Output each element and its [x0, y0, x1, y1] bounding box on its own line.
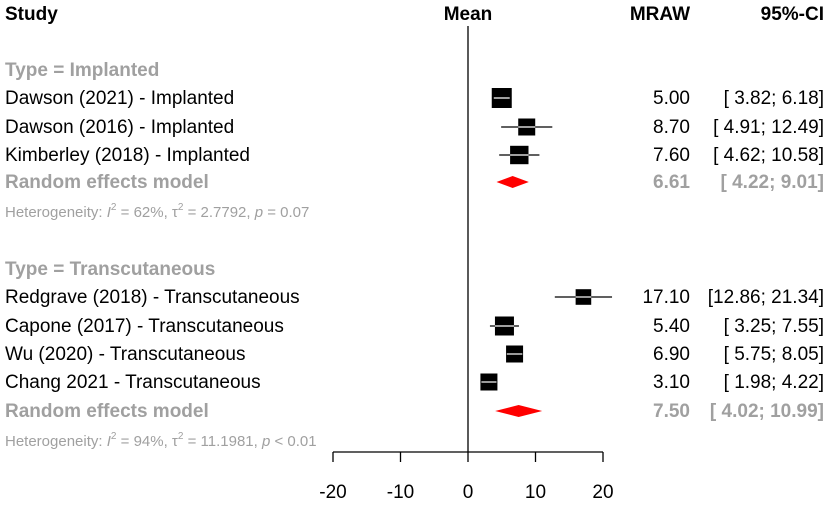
study-mraw: 3.10: [653, 372, 690, 393]
study-label: Dawson (2016) - Implanted: [5, 117, 234, 138]
het-p: p: [254, 204, 263, 221]
x-axis-tick-label: 20: [592, 482, 613, 503]
het-rest-b: = 11.1981,: [183, 433, 262, 450]
study-mraw: 5.00: [653, 88, 690, 109]
het-p: p: [261, 433, 270, 450]
het-rest-a: = 62%, τ: [116, 204, 177, 221]
het-rest-c: = 0.07: [263, 204, 309, 221]
x-axis-tick-label: -10: [387, 482, 414, 503]
study-ci: [ 1.98; 4.22]: [724, 372, 824, 393]
study-label: Dawson (2021) - Implanted: [5, 88, 234, 109]
random-effects-mraw: 7.50: [653, 401, 690, 422]
het-sup2: 2: [178, 202, 184, 213]
header-study: Study: [5, 4, 58, 25]
study-label: Capone (2017) - Transcutaneous: [5, 316, 284, 337]
random-effects-ci: [ 4.22; 9.01]: [721, 172, 825, 193]
random-effects-label: Random effects model: [5, 172, 209, 193]
study-ci: [ 4.91; 12.49]: [713, 117, 824, 138]
het-rest-a: = 94%, τ: [116, 433, 177, 450]
het-prefix: Heterogeneity:: [5, 204, 107, 221]
het-sup: 2: [111, 431, 117, 442]
heterogeneity-text: Heterogeneity: I2 = 94%, τ2 = 11.1981, p…: [5, 431, 317, 450]
study-label: Chang 2021 - Transcutaneous: [5, 372, 261, 393]
heterogeneity-text: Heterogeneity: I2 = 62%, τ2 = 2.7792, p …: [5, 202, 309, 221]
header-ci: 95%-CI: [761, 4, 824, 25]
study-mraw: 8.70: [653, 117, 690, 138]
study-mraw: 17.10: [642, 287, 690, 308]
random-effects-label: Random effects model: [5, 401, 209, 422]
het-sup2: 2: [178, 431, 184, 442]
het-sup: 2: [111, 202, 117, 213]
het-i: I: [107, 433, 111, 450]
x-axis-tick-label: 0: [463, 482, 474, 503]
study-ci: [ 3.82; 6.18]: [724, 88, 824, 109]
study-label: Kimberley (2018) - Implanted: [5, 145, 250, 166]
het-i: I: [107, 204, 111, 221]
x-axis-tick-label: 10: [525, 482, 546, 503]
x-axis-tick-label: -20: [319, 482, 346, 503]
study-label: Wu (2020) - Transcutaneous: [5, 344, 245, 365]
study-mraw: 7.60: [653, 145, 690, 166]
header-mean: Mean: [444, 4, 493, 25]
header-mraw: MRAW: [630, 4, 690, 25]
het-rest-b: = 2.7792,: [183, 204, 254, 221]
study-ci: [ 3.25; 7.55]: [724, 316, 824, 337]
study-mraw: 5.40: [653, 316, 690, 337]
het-rest-c: < 0.01: [270, 433, 316, 450]
subgroup-title: Type = Implanted: [5, 60, 159, 81]
subgroup-title: Type = Transcutaneous: [5, 259, 215, 280]
study-ci: [ 4.62; 10.58]: [713, 145, 824, 166]
study-label: Redgrave (2018) - Transcutaneous: [5, 287, 300, 308]
study-ci: [12.86; 21.34]: [708, 287, 824, 308]
random-effects-ci: [ 4.02; 10.99]: [710, 401, 824, 422]
het-prefix: Heterogeneity:: [5, 433, 107, 450]
random-effects-mraw: 6.61: [653, 172, 690, 193]
study-mraw: 6.90: [653, 344, 690, 365]
study-ci: [ 5.75; 8.05]: [724, 344, 824, 365]
random-effects-diamond: [495, 405, 543, 417]
random-effects-diamond: [496, 176, 529, 188]
